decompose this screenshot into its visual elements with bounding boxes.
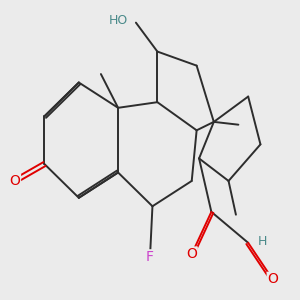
Text: O: O xyxy=(186,247,197,261)
Text: HO: HO xyxy=(109,14,128,27)
Text: H: H xyxy=(257,235,267,248)
Text: O: O xyxy=(267,272,278,286)
Text: O: O xyxy=(10,174,20,188)
Text: F: F xyxy=(146,250,154,264)
